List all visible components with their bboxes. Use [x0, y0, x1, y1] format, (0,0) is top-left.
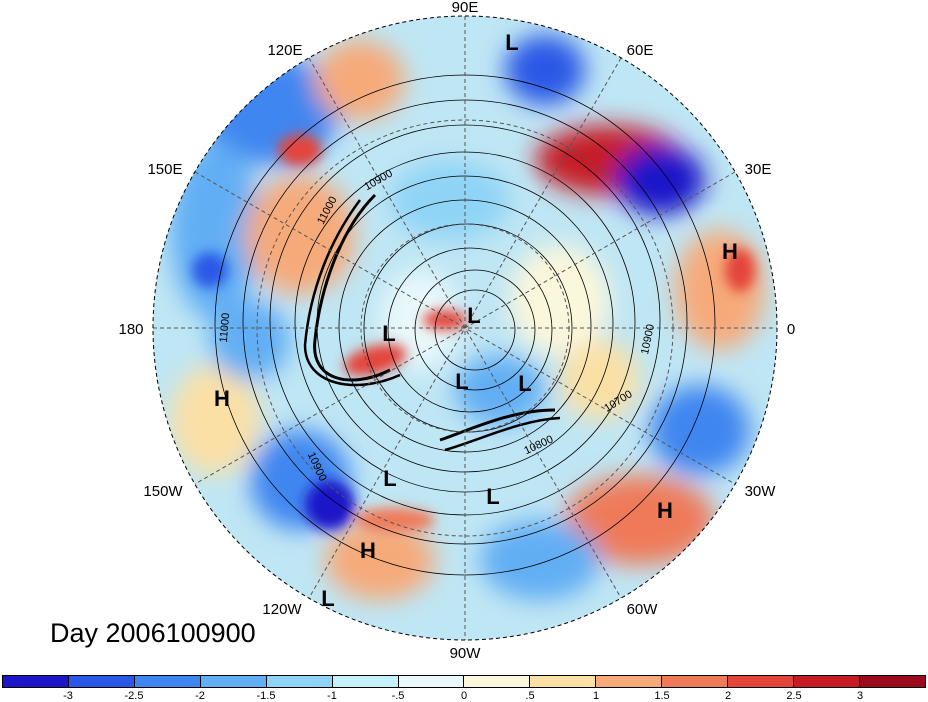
lon-label-150e: 150E: [147, 161, 182, 178]
pressure-center-labels: L H L L L L H L L H H L: [214, 30, 738, 611]
colorbar-swatch: [200, 676, 267, 687]
colorbar-swatch: [530, 676, 597, 687]
lon-label-60e: 60E: [627, 42, 654, 59]
colorbar-swatch: [859, 676, 925, 687]
pressure-center-high: H: [722, 239, 738, 264]
pressure-center-low: L: [505, 30, 518, 55]
colorbar-tick-label: 3: [856, 690, 864, 702]
colorbar-swatch: [464, 676, 531, 687]
contour-label: 11000: [218, 312, 233, 343]
colorbar-tick-label: 2.5: [786, 690, 802, 702]
colorbar-swatch: [332, 676, 399, 687]
colorbar-swatch: [68, 676, 135, 687]
lon-label-30w: 30W: [745, 483, 777, 500]
pressure-center-high: H: [360, 538, 376, 563]
colorbar-tick-label: -1.5: [256, 690, 276, 702]
colorbar-tick-label: 2: [724, 690, 732, 702]
lon-label-60w: 60W: [627, 601, 659, 618]
lon-label-180: 180: [118, 321, 143, 338]
polar-stereographic-map: 90E 60E 30E 0 30W 60W 90W 120W 150W 180 …: [118, 0, 795, 662]
pressure-center-low: L: [382, 321, 395, 346]
colorbar-tick-label: -1: [327, 690, 337, 702]
plot-title: Day 2006100900: [50, 618, 256, 648]
colorbar-tick-labels: -3 -2.5 -2 -1.5 -1 -.5 0 .5 1 1.5 2 2.5 3: [2, 690, 926, 702]
lon-label-90e: 90E: [452, 0, 479, 16]
colorbar-tick-label: 1: [592, 690, 600, 702]
pressure-center-low: L: [518, 371, 531, 396]
lon-label-0: 0: [787, 321, 795, 338]
pressure-center-low: L: [455, 369, 468, 394]
colorbar-swatch: [266, 676, 333, 687]
pressure-center-high: H: [214, 386, 230, 411]
pressure-center-low: L: [467, 303, 480, 328]
colorbar-swatch: [596, 676, 663, 687]
lon-label-120e: 120E: [267, 42, 302, 59]
colorbar-tick-label: -3: [63, 690, 73, 702]
colorbar-swatch: [662, 676, 729, 687]
colorbar-tick-label: 1.5: [654, 690, 670, 702]
lon-label-90w: 90W: [450, 645, 482, 662]
colorbar-boxes: [2, 675, 926, 688]
colorbar-tick-label: -.5: [391, 690, 405, 702]
colorbar-tick-label: -2: [195, 690, 205, 702]
colorbar-swatch: [398, 676, 465, 687]
colorbar-tick-label: .5: [525, 690, 535, 702]
lon-label-30e: 30E: [745, 161, 772, 178]
colorbar-tick-label: -2.5: [124, 690, 144, 702]
pressure-center-low: L: [321, 586, 334, 611]
pressure-center-low: L: [383, 466, 396, 491]
colorbar-tick-label: 0: [460, 690, 468, 702]
colorbar: -3 -2.5 -2 -1.5 -1 -.5 0 .5 1 1.5 2 2.5 3: [0, 675, 928, 702]
lon-label-150w: 150W: [143, 483, 183, 500]
pressure-center-low: L: [486, 484, 499, 509]
colorbar-swatch: [134, 676, 201, 687]
map-boundary: [152, 15, 778, 641]
graticule: [153, 16, 777, 640]
colorbar-swatch: [3, 676, 69, 687]
colorbar-swatch: [794, 676, 860, 687]
longitude-labels: 90E 60E 30E 0 30W 60W 90W 120W 150W 180 …: [118, 0, 795, 662]
pressure-center-high: H: [657, 498, 673, 523]
colorbar-swatch: [728, 676, 795, 687]
lon-label-120w: 120W: [262, 601, 302, 618]
